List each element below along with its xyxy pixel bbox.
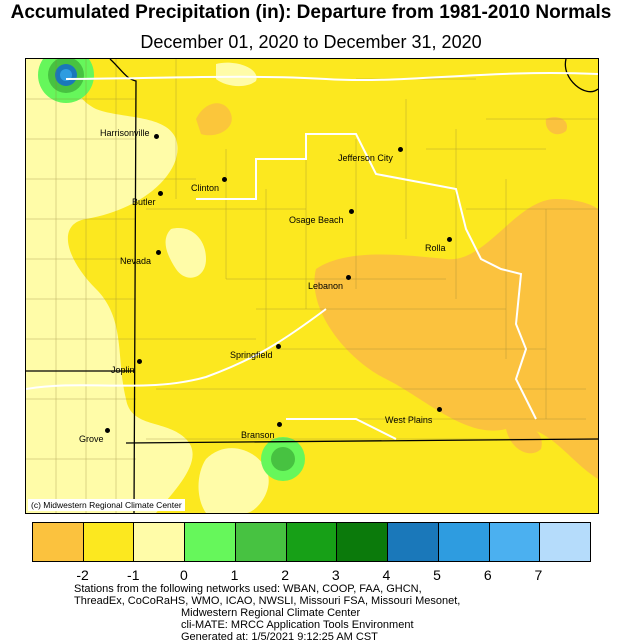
city-label: Springfield: [230, 350, 273, 360]
city-label: Grove: [79, 434, 104, 444]
departure-zone-near-normal-north: [216, 62, 257, 87]
state-boundary: [26, 59, 598, 513]
city-label: Osage Beach: [289, 215, 344, 225]
legend-swatch: [388, 523, 439, 561]
footer-line: cli-MATE: MRCC Application Tools Environ…: [181, 619, 414, 631]
legend-tick-label: 2: [281, 567, 290, 583]
legend-swatch: [83, 523, 135, 561]
city-label: Lebanon: [308, 281, 344, 291]
departure-zone-minus2-small: [196, 103, 232, 136]
departure-zone-near-normal-west: [26, 59, 193, 513]
legend-swatch: [185, 523, 236, 561]
city-marker: [105, 428, 110, 433]
city-label: West Plains: [385, 415, 433, 425]
color-legend: [32, 522, 591, 562]
city-label: Branson: [241, 430, 275, 440]
city-marker: [349, 209, 354, 214]
city-label: Joplin: [111, 365, 135, 375]
city-marker: [156, 250, 161, 255]
legend-swatch: [540, 523, 591, 561]
legend-swatch: [438, 523, 490, 561]
city-label: Butler: [132, 197, 156, 207]
wet-spot-s-core: [271, 447, 295, 471]
city-marker: [222, 177, 227, 182]
map-credit: (c) Midwestern Regional Climate Center: [28, 499, 185, 511]
legend-swatch: [33, 523, 84, 561]
legend-tick-label: 5: [433, 567, 441, 583]
city-marker: [158, 191, 163, 196]
footer-line: Generated at: 1/5/2021 9:12:25 AM CST: [181, 631, 378, 643]
legend-tick-label: 1: [230, 567, 239, 583]
footer-notes: Stations from the following networks use…: [74, 583, 460, 643]
legend-tick-label: -1: [127, 567, 140, 583]
legend-tick-label: 6: [483, 567, 492, 583]
legend-swatch: [337, 523, 389, 561]
legend-tick-label: 0: [180, 567, 188, 583]
legend-tick-label: -2: [76, 567, 89, 583]
city-marker: [137, 359, 142, 364]
departure-zone-near-normal-mid: [165, 228, 206, 278]
departure-zone-minus2: [314, 199, 598, 479]
city-label: Nevada: [120, 256, 152, 266]
city-marker: [447, 237, 452, 242]
footer-line: Stations from the following networks use…: [74, 583, 422, 595]
city-label: Clinton: [191, 183, 220, 193]
city-marker: [277, 422, 282, 427]
legend-swatch: [134, 523, 186, 561]
legend-swatch: [286, 523, 338, 561]
departure-zone-minus2-ne: [545, 117, 567, 135]
city-marker: [154, 134, 159, 139]
legend-tick-label: 4: [382, 567, 391, 583]
legend-swatch: [235, 523, 287, 561]
footer-line: Midwestern Regional Climate Center: [181, 607, 361, 619]
departure-zone-near-normal-south: [198, 448, 269, 513]
map-subtitle: December 01, 2020 to December 31, 2020: [140, 32, 482, 52]
precipitation-map: (c) Midwestern Regional Climate Center H…: [25, 58, 599, 514]
footer-line: ThreadEx, CoCoRaHS, WMO, ICAO, NWSLI, Mi…: [74, 595, 461, 607]
map-title: Accumulated Precipitation (in): Departur…: [10, 2, 612, 23]
city-marker: [437, 407, 442, 412]
city-marker: [276, 344, 281, 349]
city-label: Rolla: [425, 243, 446, 253]
division-boundaries: [26, 72, 598, 440]
city-label: Jefferson City: [338, 153, 393, 163]
legend-swatch: [489, 523, 541, 561]
legend-tick-label: 7: [534, 567, 543, 583]
city-marker: [346, 275, 351, 280]
map-canvas: [26, 59, 598, 513]
legend-tick-label: 3: [331, 567, 340, 583]
city-marker: [398, 147, 403, 152]
city-label: Harrisonville: [100, 128, 150, 138]
